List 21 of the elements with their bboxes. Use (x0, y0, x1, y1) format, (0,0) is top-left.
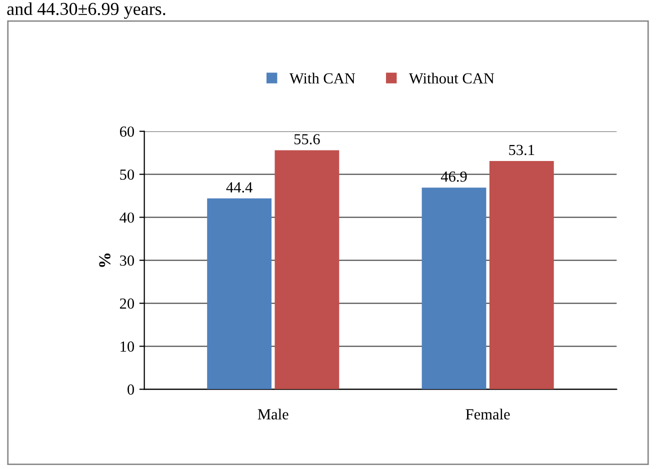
data-label: 46.9 (440, 171, 467, 182)
text: and 44.30±6.99 years. (7, 2, 166, 19)
y-axis-title: % (99, 254, 110, 267)
bar (489, 160, 554, 390)
legend-label: Without CAN (408, 72, 494, 84)
data-label: 55.6 (294, 134, 320, 144)
y-tick-label: 40 (120, 212, 134, 223)
bar (274, 150, 340, 390)
x-tick-label: Male (258, 408, 288, 420)
data-label: 53.1 (509, 144, 534, 156)
bar (207, 198, 272, 390)
x-tick-label: Female (466, 408, 510, 420)
bar (422, 188, 486, 390)
legend-label: With CAN (289, 72, 356, 84)
y-tick-label: 10 (120, 341, 134, 352)
y-tick-label: 20 (120, 298, 134, 309)
data-label: 44.4 (226, 182, 252, 193)
y-tick-label: 60 (120, 126, 134, 137)
y-tick-label: 0 (128, 384, 134, 395)
y-tick-label: 30 (120, 255, 134, 266)
y-tick-label: 50 (120, 169, 134, 180)
